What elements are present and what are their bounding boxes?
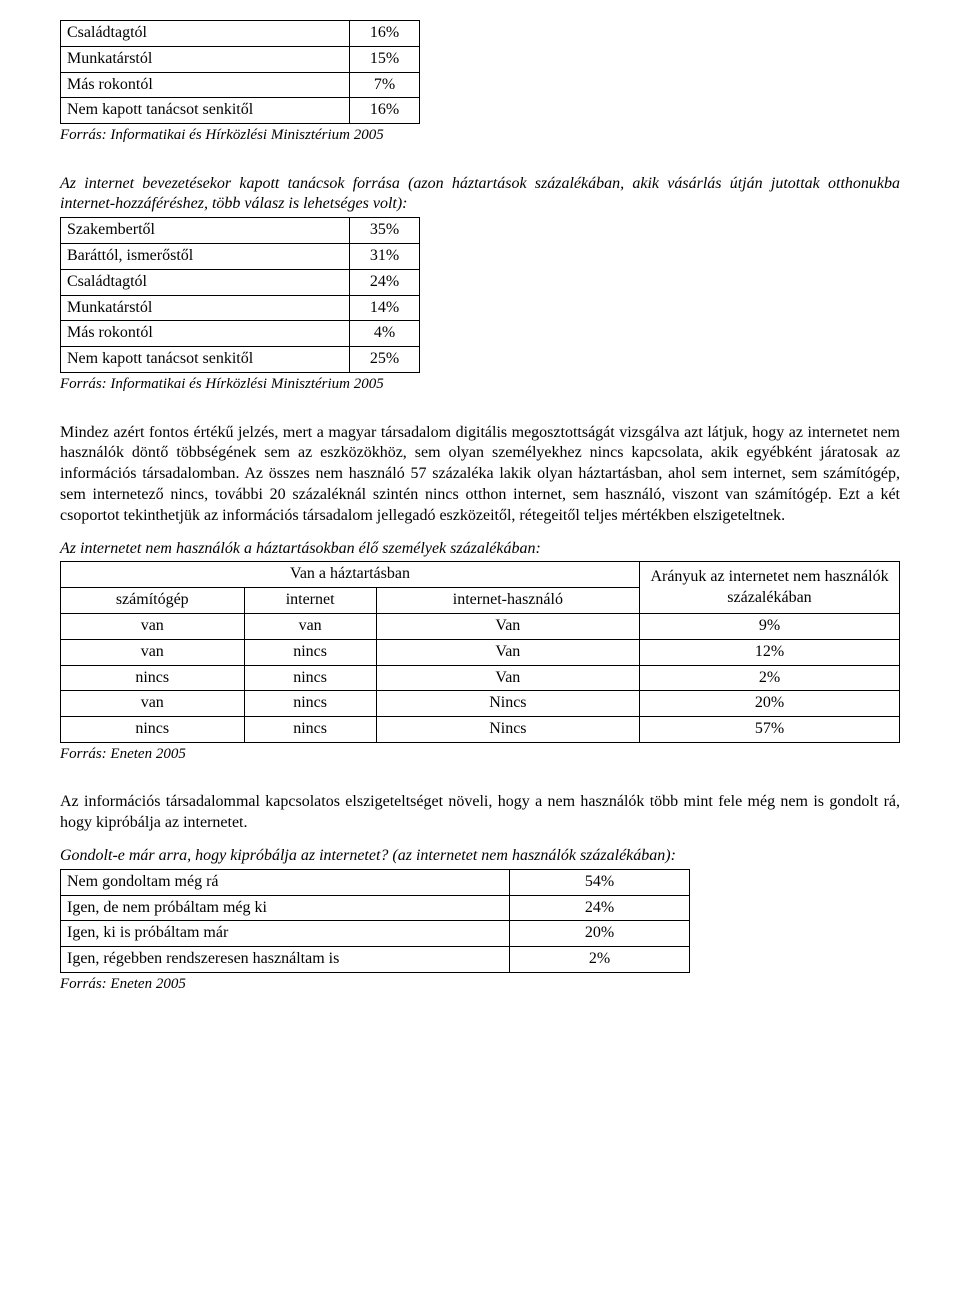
table-row: Igen, de nem próbáltam még ki24% <box>61 895 690 921</box>
table-row: Családtagtól16% <box>61 21 420 47</box>
subheader-internet: internet <box>244 588 376 614</box>
table-row: Nem kapott tanácsot senkitől16% <box>61 98 420 124</box>
section-intro: Gondolt-e már arra, hogy kipróbálja az i… <box>60 846 900 867</box>
table-row: Szakembertől35% <box>61 218 420 244</box>
cell-label: Baráttól, ismerőstől <box>61 244 350 270</box>
table-row: vannincsNincs20% <box>61 691 900 717</box>
cell-value: 31% <box>350 244 420 270</box>
household-nonusers-table: Van a háztartásban Arányuk az internetet… <box>60 561 900 743</box>
advice-source-table-partial: Családtagtól16% Munkatárstól15% Más roko… <box>60 20 420 124</box>
cell-value: 16% <box>350 21 420 47</box>
cell-label: Nem kapott tanácsot senkitől <box>61 347 350 373</box>
cell-label: Munkatárstól <box>61 46 350 72</box>
source-citation: Forrás: Informatikai és Hírközlési Minis… <box>60 126 900 146</box>
section-intro: Az internetet nem használók a háztartáso… <box>60 539 900 560</box>
table-row: nincsnincsNincs57% <box>61 717 900 743</box>
body-paragraph: Az információs társadalommal kapcsolatos… <box>60 792 900 834</box>
source-citation: Forrás: Informatikai és Hírközlési Minis… <box>60 375 900 395</box>
cell-label: Igen, de nem próbáltam még ki <box>61 895 510 921</box>
cell-value: 25% <box>350 347 420 373</box>
cell-label: Szakembertől <box>61 218 350 244</box>
cell-label: Igen, régebben rendszeresen használtam i… <box>61 947 510 973</box>
cell-value: 24% <box>350 269 420 295</box>
table-row: Nem gondoltam még rá54% <box>61 869 690 895</box>
cell-value: 20% <box>510 921 690 947</box>
table-row: Munkatárstól14% <box>61 295 420 321</box>
source-citation: Forrás: Eneten 2005 <box>60 975 900 995</box>
cell-value: 16% <box>350 98 420 124</box>
table-row: nincsnincsVan2% <box>61 665 900 691</box>
advice-source-internet-table: Szakembertől35% Baráttól, ismerőstől31% … <box>60 217 420 373</box>
cell-label: Családtagtól <box>61 269 350 295</box>
header-ratio: Arányuk az internetet nem használók száz… <box>640 562 900 614</box>
table-row: vanvanVan9% <box>61 613 900 639</box>
cell-label: Nem kapott tanácsot senkitől <box>61 98 350 124</box>
source-citation: Forrás: Eneten 2005 <box>60 745 900 765</box>
cell-value: 24% <box>510 895 690 921</box>
cell-value: 54% <box>510 869 690 895</box>
cell-value: 4% <box>350 321 420 347</box>
subheader-user: internet-használó <box>376 588 639 614</box>
subheader-computer: számítógép <box>61 588 245 614</box>
cell-label: Más rokontól <box>61 321 350 347</box>
cell-label: Családtagtól <box>61 21 350 47</box>
body-paragraph: Mindez azért fontos értékű jelzés, mert … <box>60 423 900 527</box>
table-header-row: Van a háztartásban Arányuk az internetet… <box>61 562 900 588</box>
cell-value: 14% <box>350 295 420 321</box>
table-row: Nem kapott tanácsot senkitől25% <box>61 347 420 373</box>
cell-label: Más rokontól <box>61 72 350 98</box>
table-row: Igen, ki is próbáltam már20% <box>61 921 690 947</box>
cell-value: 35% <box>350 218 420 244</box>
section-intro: Az internet bevezetésekor kapott tanácso… <box>60 174 900 216</box>
table-row: Baráttól, ismerőstől31% <box>61 244 420 270</box>
table-row: Más rokontól4% <box>61 321 420 347</box>
header-household: Van a háztartásban <box>61 562 640 588</box>
table-row: Igen, régebben rendszeresen használtam i… <box>61 947 690 973</box>
table-row: Családtagtól24% <box>61 269 420 295</box>
cell-label: Nem gondoltam még rá <box>61 869 510 895</box>
table-row: Más rokontól7% <box>61 72 420 98</box>
cell-label: Munkatárstól <box>61 295 350 321</box>
cell-value: 15% <box>350 46 420 72</box>
tried-internet-table: Nem gondoltam még rá54% Igen, de nem pró… <box>60 869 690 973</box>
table-row: Munkatárstól15% <box>61 46 420 72</box>
table-row: vannincsVan12% <box>61 639 900 665</box>
cell-value: 7% <box>350 72 420 98</box>
cell-value: 2% <box>510 947 690 973</box>
cell-label: Igen, ki is próbáltam már <box>61 921 510 947</box>
